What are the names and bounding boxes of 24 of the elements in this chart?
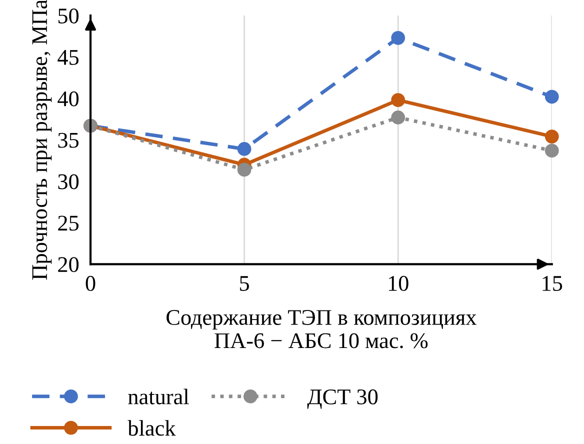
y-axis-title: Прочность при разрыве, МПа [32, 0, 52, 280]
y-tick-label: 40 [58, 91, 79, 106]
point [544, 90, 559, 104]
point [391, 30, 406, 45]
point [237, 142, 252, 156]
point [391, 110, 406, 124]
y-tick-label: 25 [58, 216, 79, 231]
y-tick-label: 35 [58, 132, 79, 148]
x-tick-label: 5 [240, 276, 249, 291]
x-axis-title: Содержание ТЭП в композициях ПА-6 − АБС 10 мас. % [166, 310, 476, 348]
point [544, 144, 559, 158]
y-tick-label: 45 [58, 50, 79, 65]
point [544, 130, 559, 144]
x-tick-label: 0 [86, 276, 96, 291]
x-tick-label: 10 [388, 276, 408, 291]
point [391, 93, 406, 108]
legend-label: black [128, 420, 176, 436]
x-tick-label: 15 [542, 276, 562, 291]
legend-label: natural [128, 388, 189, 404]
point [237, 162, 252, 177]
legend-label: ДСТ 30 [307, 389, 378, 409]
y-tick-label: 20 [58, 257, 79, 272]
y-tick-label: 50 [58, 8, 79, 24]
y-tick-label: 30 [58, 174, 79, 190]
